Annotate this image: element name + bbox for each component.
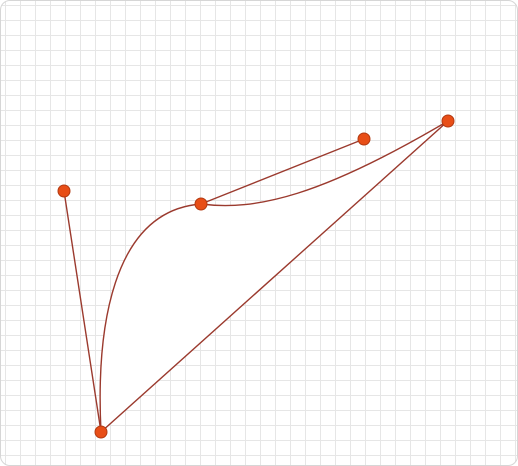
control-point-left[interactable] (57, 184, 71, 198)
control-handle-line-right (200, 138, 365, 205)
control-handle-line-left (63, 190, 102, 433)
bezier-curve-shape (99, 120, 449, 434)
anchor-point-top-right[interactable] (441, 114, 455, 128)
anchor-point-middle[interactable] (194, 197, 208, 211)
anchor-point-bottom[interactable] (94, 425, 108, 439)
control-point-right[interactable] (357, 132, 371, 146)
